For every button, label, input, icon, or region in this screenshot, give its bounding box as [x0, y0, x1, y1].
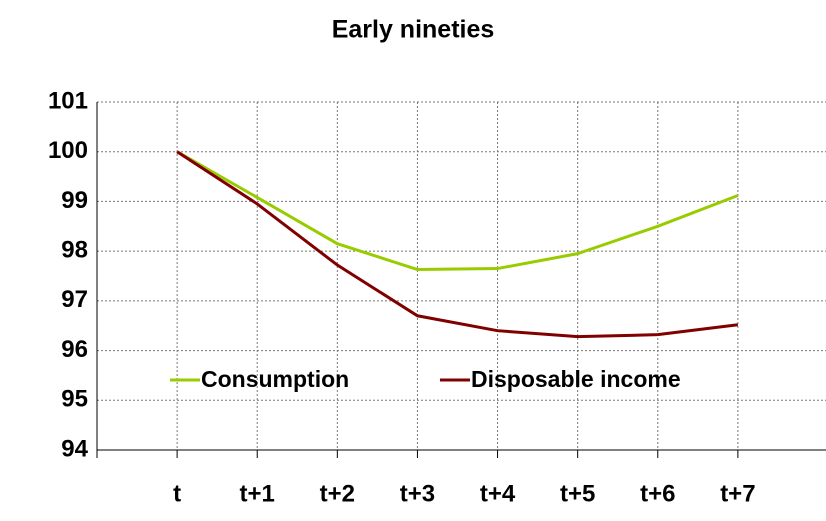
y-tick-label: 101 [48, 87, 88, 114]
x-tick-label: t+5 [560, 480, 595, 507]
x-tick-label: t+1 [240, 480, 275, 507]
x-tick-label: t+2 [320, 480, 355, 507]
x-tick-label: t+3 [400, 480, 435, 507]
y-tick-label: 94 [61, 435, 88, 462]
x-tick-label: t+4 [480, 480, 516, 507]
legend-label: Disposable income [471, 366, 681, 392]
y-tick-label: 95 [61, 386, 88, 413]
chart-title: Early nineties [332, 16, 495, 44]
line-series [176, 150, 739, 339]
x-tick-label: t+7 [720, 480, 755, 507]
y-tick-label: 97 [61, 286, 88, 313]
y-tick-label: 100 [48, 137, 88, 164]
legend-label: Consumption [201, 366, 349, 392]
y-tick-label: 99 [61, 187, 88, 214]
x-tick-label: t [173, 480, 181, 507]
line-series [176, 150, 739, 272]
y-tick-label: 98 [61, 236, 88, 263]
y-tick-label: 96 [61, 336, 88, 363]
x-tick-label: t+6 [640, 480, 675, 507]
